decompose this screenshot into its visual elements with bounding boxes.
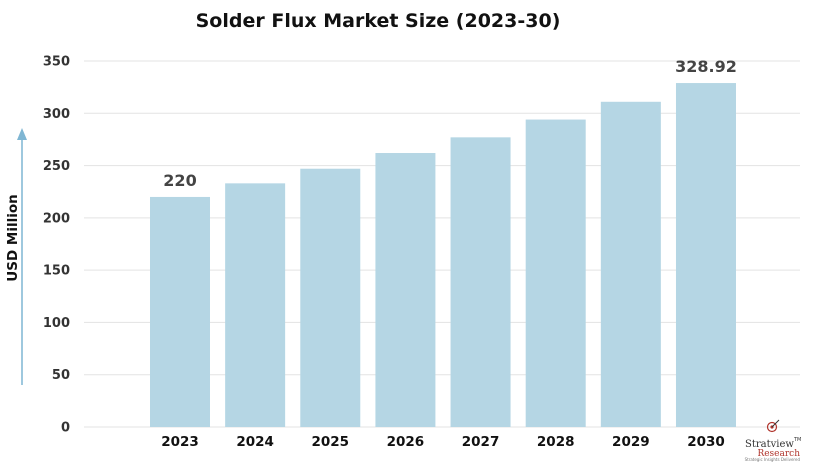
bar-2025	[300, 168, 361, 428]
y-tick-label: 50	[52, 368, 70, 383]
y-tick-label: 100	[43, 316, 70, 331]
data-labels: 220 328.92	[163, 57, 737, 190]
x-tick-label: 2028	[537, 434, 575, 450]
logo-sub: Research	[757, 449, 800, 459]
chart-title: Solder Flux Market Size (2023-30)	[196, 10, 561, 32]
y-axis-label-group: USD Million	[5, 128, 27, 385]
x-tick-label: 2027	[462, 434, 500, 450]
bar-2028	[525, 119, 586, 427]
x-tick-label: 2026	[387, 434, 425, 450]
x-tick-label: 2023	[161, 434, 199, 450]
y-axis-arrow-head	[17, 128, 27, 140]
bar-2023	[150, 196, 210, 427]
data-label: 220	[163, 171, 196, 190]
bars	[150, 83, 736, 428]
x-tick-label: 2030	[687, 434, 725, 450]
target-arrow-icon	[766, 419, 780, 433]
logo-tagline: Strategic Insights Delivered	[745, 457, 801, 462]
y-tick-label: 300	[43, 107, 70, 122]
logo-trademark: TM	[793, 437, 801, 443]
bar-2027	[450, 137, 511, 427]
bar-2024	[225, 183, 286, 427]
y-tick-label: 350	[43, 55, 70, 70]
y-axis-ticks: 0 50 100 150 200 250 300 350	[43, 55, 70, 436]
y-tick-label: 0	[61, 421, 70, 436]
y-tick-label: 250	[43, 159, 70, 174]
stratview-logo: Stratview TM Research Strategic Insights…	[745, 419, 801, 462]
y-axis-label: USD Million	[5, 194, 21, 281]
bar-2026	[375, 153, 436, 427]
bar-2029	[600, 101, 661, 427]
data-label: 328.92	[675, 57, 737, 76]
logo-name: Stratview	[745, 439, 794, 450]
x-axis-ticks: 2023 2024 2025 2026 2027 2028 2029 2030	[161, 434, 725, 450]
x-tick-label: 2029	[612, 434, 650, 450]
x-tick-label: 2025	[311, 434, 349, 450]
y-tick-label: 150	[43, 264, 70, 279]
bar-2030	[675, 83, 736, 428]
x-tick-label: 2024	[236, 434, 274, 450]
y-tick-label: 200	[43, 211, 70, 226]
